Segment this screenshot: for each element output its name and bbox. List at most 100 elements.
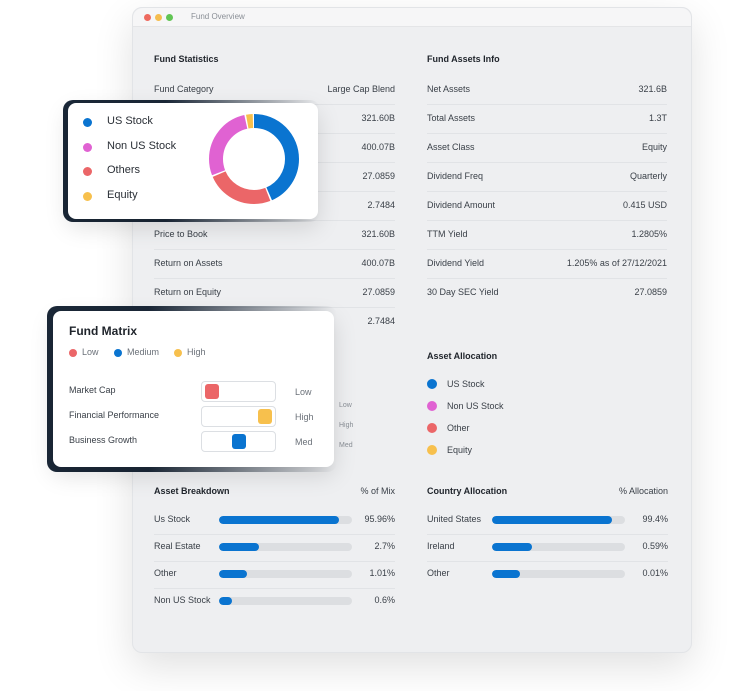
- progress-fill: [219, 543, 259, 551]
- matrix-level: High: [295, 412, 314, 422]
- row-divider: [427, 278, 667, 279]
- bar-row-value: 95.96%: [364, 514, 395, 524]
- legend-dot: [114, 349, 122, 357]
- column-header: % of Mix: [360, 486, 395, 496]
- progress-fill: [219, 570, 247, 578]
- asset-info-label: Dividend Yield: [427, 258, 485, 268]
- legend-label: Equity: [447, 445, 473, 455]
- legend-dot: [427, 445, 437, 455]
- stat-value: 27.0859: [362, 287, 395, 297]
- legend-dot: [83, 191, 92, 201]
- legend-dot: [83, 118, 92, 127]
- stat-value: 321.60B: [361, 229, 395, 239]
- row-divider: [427, 191, 667, 192]
- stat-label: Fund Category: [154, 84, 214, 94]
- progress-fill: [492, 516, 612, 524]
- row-divider: [154, 588, 395, 589]
- progress-fill: [219, 597, 233, 605]
- legend-dot: [83, 167, 92, 176]
- progress-bar: [492, 516, 625, 524]
- fund-matrix-title: Fund Matrix: [69, 324, 137, 338]
- stat-value: 321.60B: [361, 113, 395, 123]
- asset-info-value: 321.6B: [638, 84, 667, 94]
- asset-info-label: Asset Class: [427, 142, 475, 152]
- stat-value: 27.0859: [362, 171, 395, 181]
- legend-label: Equity: [107, 188, 138, 201]
- bar-row-label: Real Estate: [154, 541, 201, 551]
- level-slider[interactable]: [201, 406, 276, 427]
- asset-info-value: 1.2805%: [631, 229, 667, 239]
- window-title: Fund Overview: [191, 12, 245, 21]
- fund-statistics-title: Fund Statistics: [154, 54, 219, 64]
- slider-knob[interactable]: [205, 384, 219, 399]
- matrix-level: Med: [295, 437, 313, 447]
- legend-label: US Stock: [107, 115, 153, 127]
- legend-label: US Stock: [447, 379, 485, 389]
- donut-segment-us-stock: [209, 114, 299, 204]
- bar-row-value: 1.01%: [369, 568, 395, 578]
- minimize-window-button[interactable]: [155, 14, 162, 21]
- progress-fill: [219, 516, 339, 524]
- asset-info-label: Total Assets: [427, 113, 476, 123]
- close-window-button[interactable]: [144, 14, 151, 21]
- asset-info-label: TTM Yield: [427, 229, 468, 239]
- row-divider: [154, 534, 395, 535]
- legend-dot: [427, 423, 437, 433]
- row-divider: [154, 561, 395, 562]
- fund-assets-info-title: Fund Assets Info: [427, 54, 500, 64]
- background-level-label: Low: [339, 402, 352, 409]
- asset-info-value: 27.0859: [634, 287, 667, 297]
- slider-knob[interactable]: [231, 434, 246, 449]
- progress-bar: [219, 597, 352, 605]
- progress-bar: [492, 570, 625, 578]
- legend-dot: [427, 379, 437, 389]
- legend-dot: [427, 401, 437, 411]
- asset-info-value: 1.205% as of 27/12/2021: [566, 258, 667, 268]
- asset-info-label: Net Assets: [427, 84, 471, 94]
- background-level-label: Med: [339, 442, 353, 449]
- country-allocation-title: Country Allocation: [427, 486, 508, 496]
- donut-segment-non-us-stock: [209, 114, 299, 204]
- legend-dot: [69, 349, 77, 357]
- row-divider: [427, 220, 667, 221]
- legend-label: Low: [82, 347, 99, 357]
- column-header: % Allocation: [618, 486, 668, 496]
- progress-bar: [492, 543, 625, 551]
- asset-allocation-title: Asset Allocation: [427, 351, 498, 361]
- bar-row-label: Non US Stock: [154, 595, 211, 605]
- donut-chart-popup: [209, 114, 299, 204]
- stat-value: 400.07B: [361, 258, 395, 268]
- bar-row-label: Ireland: [427, 541, 455, 551]
- bar-row-value: 0.59%: [642, 541, 668, 551]
- bar-row-value: 2.7%: [374, 541, 395, 551]
- row-divider: [427, 162, 667, 163]
- row-divider: [154, 278, 395, 279]
- row-divider: [427, 104, 667, 105]
- row-divider: [427, 534, 668, 535]
- legend-label: High: [187, 347, 206, 357]
- matrix-level: Low: [295, 387, 312, 397]
- row-divider: [427, 561, 668, 562]
- row-divider: [154, 249, 395, 250]
- bar-row-label: Us Stock: [154, 514, 191, 524]
- stat-label: Price to Book: [154, 229, 208, 239]
- bar-row-label: Other: [427, 568, 450, 578]
- maximize-window-button[interactable]: [166, 14, 173, 21]
- progress-fill: [492, 570, 520, 578]
- stat-value: Large Cap Blend: [327, 84, 395, 94]
- level-slider[interactable]: [201, 381, 276, 402]
- row-divider: [427, 133, 667, 134]
- level-slider[interactable]: [201, 431, 276, 452]
- legend-label: Medium: [127, 347, 160, 357]
- slider-knob[interactable]: [258, 409, 272, 424]
- progress-bar: [219, 516, 352, 524]
- row-divider: [427, 249, 667, 250]
- stat-value: 2.7484: [367, 316, 395, 326]
- background-level-label: High: [339, 422, 354, 429]
- asset-info-label: Dividend Freq: [427, 171, 484, 181]
- progress-bar: [219, 543, 352, 551]
- matrix-row-label: Financial Performance: [69, 410, 160, 420]
- asset-info-value: Equity: [641, 142, 667, 152]
- donut-segment-others: [209, 114, 299, 204]
- asset-breakdown-title: Asset Breakdown: [154, 486, 230, 496]
